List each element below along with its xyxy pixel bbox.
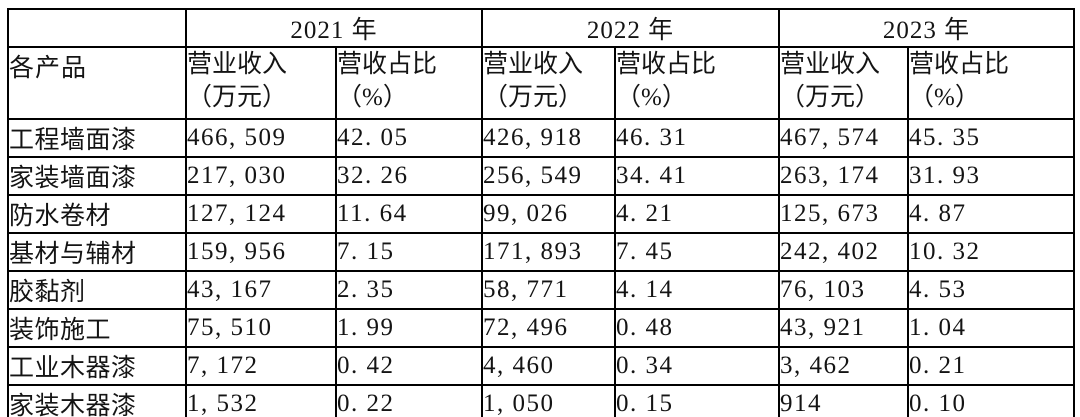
share-2022: 0. 15 (614, 384, 781, 417)
share-2021: 2. 35 (334, 270, 484, 310)
table-row: 胶黏剂 43, 167 2. 35 58, 771 4. 14 76, 103 … (7, 270, 1076, 310)
share-column-header-2022: 营收占比 （%） (614, 46, 781, 120)
revenue-column-header-2021: 营业收入 （万元） (185, 46, 337, 120)
table-row: 基材与辅材 159, 956 7. 15 171, 893 7. 45 242,… (7, 232, 1076, 272)
revenue-2022: 99, 026 (481, 194, 617, 234)
corner-empty-cell (7, 8, 187, 48)
product-revenue-table: 2021 年 2022 年 2023 年 各产品 营业收入 （万元） 营收占比 … (7, 8, 1076, 417)
revenue-header-line2: （万元） (187, 84, 288, 111)
revenue-2023: 3, 462 (778, 346, 910, 386)
revenue-2022: 426, 918 (481, 118, 617, 158)
share-header-line2: （%） (909, 84, 980, 111)
products-column-header: 各产品 (7, 46, 187, 120)
year-header-2023: 2023 年 (778, 8, 1076, 48)
revenue-2022: 171, 893 (481, 232, 617, 272)
revenue-2021: 43, 167 (185, 270, 337, 310)
product-name: 基材与辅材 (7, 232, 187, 272)
share-2023: 4. 53 (907, 270, 1076, 310)
table-row: 工业木器漆 7, 172 0. 42 4, 460 0. 34 3, 462 0… (7, 346, 1076, 386)
share-2021: 0. 22 (334, 384, 484, 417)
table-row: 工程墙面漆 466, 509 42. 05 426, 918 46. 31 46… (7, 118, 1076, 158)
revenue-2021: 159, 956 (185, 232, 337, 272)
revenue-2022: 1, 050 (481, 384, 617, 417)
revenue-2023: 467, 574 (778, 118, 910, 158)
product-name: 工程墙面漆 (7, 118, 187, 158)
share-header-line1: 营收占比 (337, 51, 438, 78)
share-column-header-2021: 营收占比 （%） (334, 46, 484, 120)
share-2021: 11. 64 (334, 194, 484, 234)
revenue-2022: 72, 496 (481, 308, 617, 348)
revenue-header-line1: 营业收入 (780, 51, 881, 78)
revenue-column-header-2022: 营业收入 （万元） (481, 46, 617, 120)
share-2023: 31. 93 (907, 156, 1076, 196)
revenue-2022: 58, 771 (481, 270, 617, 310)
revenue-2023: 43, 921 (778, 308, 910, 348)
revenue-2023: 76, 103 (778, 270, 910, 310)
revenue-2023: 242, 402 (778, 232, 910, 272)
share-2021: 42. 05 (334, 118, 484, 158)
revenue-2022: 256, 549 (481, 156, 617, 196)
product-name: 装饰施工 (7, 308, 187, 348)
share-2023: 0. 21 (907, 346, 1076, 386)
revenue-2023: 914 (778, 384, 910, 417)
year-header-2021: 2021 年 (184, 8, 484, 48)
revenue-2021: 466, 509 (185, 118, 337, 158)
revenue-2021: 1, 532 (185, 384, 337, 417)
revenue-header-line1: 营业收入 (187, 51, 288, 78)
share-column-header-2023: 营收占比 （%） (907, 46, 1076, 120)
share-2023: 1. 04 (907, 308, 1076, 348)
share-header-line1: 营收占比 (616, 51, 717, 78)
share-header-line2: （%） (616, 84, 687, 111)
revenue-2021: 7, 172 (185, 346, 337, 386)
share-2022: 46. 31 (614, 118, 781, 158)
product-name: 家装木器漆 (7, 384, 187, 417)
product-name: 家装墙面漆 (7, 156, 187, 196)
revenue-header-line1: 营业收入 (483, 51, 584, 78)
product-name: 工业木器漆 (7, 346, 187, 386)
metric-header-row: 各产品 营业收入 （万元） 营收占比 （%） 营业收入 （万元） 营收占比 （%… (7, 46, 1076, 120)
share-2022: 0. 48 (614, 308, 781, 348)
share-2023: 45. 35 (907, 118, 1076, 158)
share-2021: 1. 99 (334, 308, 484, 348)
revenue-2023: 263, 174 (778, 156, 910, 196)
revenue-2021: 75, 510 (185, 308, 337, 348)
revenue-2021: 217, 030 (185, 156, 337, 196)
share-2022: 4. 14 (614, 270, 781, 310)
share-2023: 10. 32 (907, 232, 1076, 272)
revenue-header-line2: （万元） (780, 84, 881, 111)
revenue-2021: 127, 124 (185, 194, 337, 234)
share-2021: 32. 26 (334, 156, 484, 196)
product-name: 胶黏剂 (7, 270, 187, 310)
year-header-row: 2021 年 2022 年 2023 年 (7, 8, 1076, 48)
revenue-column-header-2023: 营业收入 （万元） (778, 46, 910, 120)
share-2022: 4. 21 (614, 194, 781, 234)
table-row: 装饰施工 75, 510 1. 99 72, 496 0. 48 43, 921… (7, 308, 1076, 348)
share-2022: 34. 41 (614, 156, 781, 196)
share-2023: 0. 10 (907, 384, 1076, 417)
revenue-2023: 125, 673 (778, 194, 910, 234)
share-2021: 7. 15 (334, 232, 484, 272)
share-header-line2: （%） (337, 84, 408, 111)
revenue-header-line2: （万元） (483, 84, 584, 111)
revenue-2022: 4, 460 (481, 346, 617, 386)
table-row: 家装木器漆 1, 532 0. 22 1, 050 0. 15 914 0. 1… (7, 384, 1076, 417)
share-header-line1: 营收占比 (909, 51, 1010, 78)
share-2023: 4. 87 (907, 194, 1076, 234)
table-row: 家装墙面漆 217, 030 32. 26 256, 549 34. 41 26… (7, 156, 1076, 196)
share-2021: 0. 42 (334, 346, 484, 386)
share-2022: 0. 34 (614, 346, 781, 386)
product-name: 防水卷材 (7, 194, 187, 234)
table-row: 防水卷材 127, 124 11. 64 99, 026 4. 21 125, … (7, 194, 1076, 234)
share-2022: 7. 45 (614, 232, 781, 272)
year-header-2022: 2022 年 (481, 8, 781, 48)
